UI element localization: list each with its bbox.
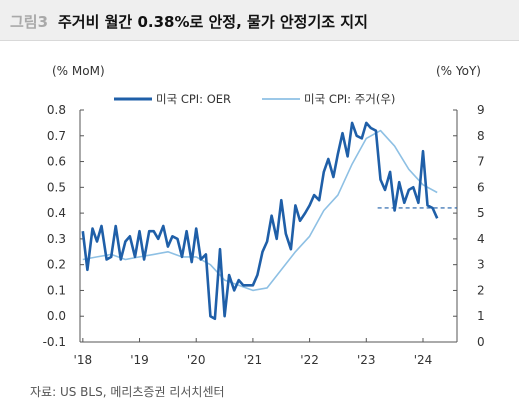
- right-tick-label: 7: [477, 155, 485, 169]
- axes-layer: -0.1 0.0 0.1 0.2 0.3 0.4 0.5 0.6 0.7 0.8 0 1 2 3 4 5 6 7 8…: [43, 103, 485, 367]
- left-tick-label: 0.3: [47, 232, 66, 246]
- right-tick-label: 3: [477, 258, 485, 272]
- left-tick-label: 0.7: [47, 129, 66, 143]
- left-tick-label: 0.0: [47, 309, 66, 323]
- x-tick-label: '23: [357, 353, 376, 367]
- right-tick-label: 2: [477, 283, 485, 297]
- series-line-oer: [81, 121, 439, 321]
- left-tick-label: 0.6: [47, 155, 66, 169]
- left-tick-label: 0.8: [47, 103, 66, 117]
- figure-number: 그림3: [10, 13, 49, 31]
- legend: 미국 CPI: OER 미국 CPI: 주거(우): [114, 92, 395, 106]
- left-tick-label: 0.4: [47, 206, 66, 220]
- source-note: 자료: US BLS, 메리츠증권 리서치센터: [30, 385, 225, 399]
- series-layer: [81, 121, 457, 321]
- x-tick-label: '22: [300, 353, 319, 367]
- left-tick-label: 0.1: [47, 283, 66, 297]
- legend-label-shelter: 미국 CPI: 주거(우): [304, 92, 395, 106]
- right-tick-label: 4: [477, 232, 485, 246]
- right-tick-label: 5: [477, 206, 485, 220]
- cpi-line-chart: (% MoM) (% YoY) -0.1 0.0 0.1 0.2 0.3 0.4 0.5 0.…: [43, 64, 485, 367]
- figure-header: 그림3 주거비 월간 0.38%로 안정, 물가 안정기조 지지: [0, 0, 519, 41]
- series-line-shelter: [82, 129, 438, 292]
- left-tick-label: 0.5: [47, 180, 66, 194]
- x-tick-label: '24: [414, 353, 433, 367]
- x-tick-label: '21: [244, 353, 263, 367]
- x-tick-label: '20: [187, 353, 206, 367]
- right-axis-unit: (% YoY): [436, 64, 481, 78]
- right-tick-label: 0: [477, 335, 485, 349]
- left-axis-unit: (% MoM): [52, 64, 105, 78]
- right-tick-label: 9: [477, 103, 485, 117]
- figure-title: 주거비 월간 0.38%로 안정, 물가 안정기조 지지: [58, 13, 368, 31]
- right-tick-label: 8: [477, 129, 485, 143]
- x-tick-label: '19: [130, 353, 149, 367]
- left-tick-label: 0.2: [47, 258, 66, 272]
- legend-label-oer: 미국 CPI: OER: [156, 92, 231, 106]
- left-tick-label: -0.1: [43, 335, 66, 349]
- x-tick-label: '18: [74, 353, 93, 367]
- right-tick-label: 6: [477, 180, 485, 194]
- right-tick-label: 1: [477, 309, 485, 323]
